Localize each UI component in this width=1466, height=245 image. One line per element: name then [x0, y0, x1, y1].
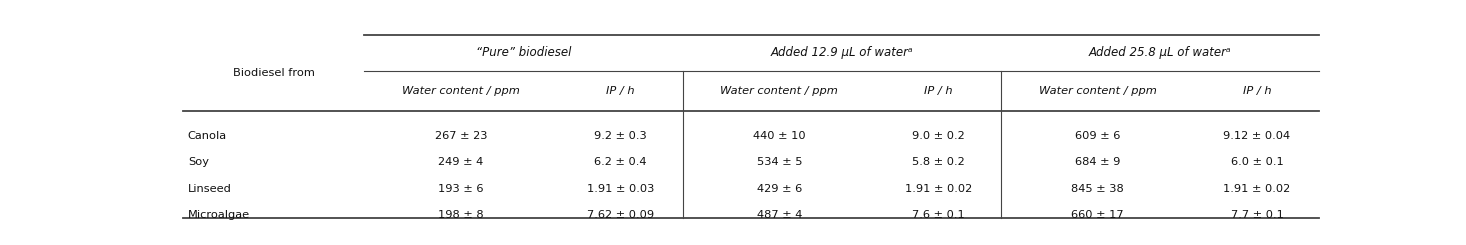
Text: 534 ± 5: 534 ± 5 [756, 157, 802, 167]
Text: 1.91 ± 0.02: 1.91 ± 0.02 [1223, 184, 1290, 194]
Text: Canola: Canola [188, 131, 227, 141]
Text: Water content / ppm: Water content / ppm [720, 86, 839, 96]
Text: 9.12 ± 0.04: 9.12 ± 0.04 [1224, 131, 1290, 141]
Text: 6.2 ± 0.4: 6.2 ± 0.4 [594, 157, 647, 167]
Text: Added 25.8 μL of waterᵃ: Added 25.8 μL of waterᵃ [1089, 47, 1231, 60]
Text: “Pure” biodiesel: “Pure” biodiesel [476, 47, 572, 60]
Text: Water content / ppm: Water content / ppm [1039, 86, 1157, 96]
Text: 7.7 ± 0.1: 7.7 ± 0.1 [1230, 210, 1283, 220]
Text: 1.91 ± 0.03: 1.91 ± 0.03 [586, 184, 654, 194]
Text: 440 ± 10: 440 ± 10 [754, 131, 806, 141]
Text: 198 ± 8: 198 ± 8 [438, 210, 484, 220]
Text: IP / h: IP / h [1243, 86, 1271, 96]
Text: Soy: Soy [188, 157, 208, 167]
Text: 193 ± 6: 193 ± 6 [438, 184, 484, 194]
Text: 684 ± 9: 684 ± 9 [1075, 157, 1120, 167]
Text: 249 ± 4: 249 ± 4 [438, 157, 484, 167]
Text: 7.6 ± 0.1: 7.6 ± 0.1 [912, 210, 965, 220]
Text: 5.8 ± 0.2: 5.8 ± 0.2 [912, 157, 965, 167]
Text: Microalgae: Microalgae [188, 210, 249, 220]
Text: Added 12.9 μL of waterᵃ: Added 12.9 μL of waterᵃ [771, 47, 913, 60]
Text: 429 ± 6: 429 ± 6 [756, 184, 802, 194]
Text: Water content / ppm: Water content / ppm [402, 86, 520, 96]
Text: 1.91 ± 0.02: 1.91 ± 0.02 [905, 184, 972, 194]
Text: IP / h: IP / h [924, 86, 953, 96]
Text: 6.0 ± 0.1: 6.0 ± 0.1 [1230, 157, 1283, 167]
Text: 9.0 ± 0.2: 9.0 ± 0.2 [912, 131, 965, 141]
Text: 7.62 ± 0.09: 7.62 ± 0.09 [586, 210, 654, 220]
Text: 267 ± 23: 267 ± 23 [435, 131, 487, 141]
Text: Biodiesel from: Biodiesel from [233, 68, 315, 78]
Text: 487 ± 4: 487 ± 4 [756, 210, 802, 220]
Text: 609 ± 6: 609 ± 6 [1075, 131, 1120, 141]
Text: 845 ± 38: 845 ± 38 [1072, 184, 1124, 194]
Text: 9.2 ± 0.3: 9.2 ± 0.3 [594, 131, 647, 141]
Text: 660 ± 17: 660 ± 17 [1072, 210, 1124, 220]
Text: IP / h: IP / h [605, 86, 635, 96]
Text: Linseed: Linseed [188, 184, 232, 194]
